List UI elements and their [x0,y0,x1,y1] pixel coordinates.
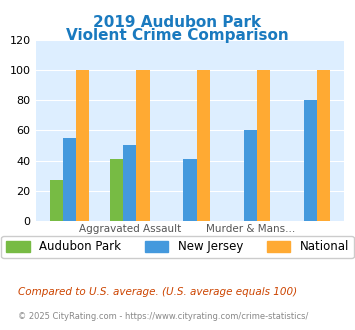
Bar [63,138,76,221]
Bar [110,159,123,221]
Legend: Audubon Park, New Jersey, National: Audubon Park, New Jersey, National [1,236,354,258]
Bar [136,70,149,221]
Text: Violent Crime Comparison: Violent Crime Comparison [66,28,289,43]
Text: 2019 Audubon Park: 2019 Audubon Park [93,15,262,30]
Bar [304,100,317,221]
Bar [183,159,197,221]
Bar [197,70,210,221]
Bar [317,70,330,221]
Bar [257,70,270,221]
Bar [123,146,136,221]
Text: Compared to U.S. average. (U.S. average equals 100): Compared to U.S. average. (U.S. average … [18,287,297,297]
Bar [50,180,63,221]
Text: © 2025 CityRating.com - https://www.cityrating.com/crime-statistics/: © 2025 CityRating.com - https://www.city… [18,312,308,321]
Bar [76,70,89,221]
Bar [244,130,257,221]
